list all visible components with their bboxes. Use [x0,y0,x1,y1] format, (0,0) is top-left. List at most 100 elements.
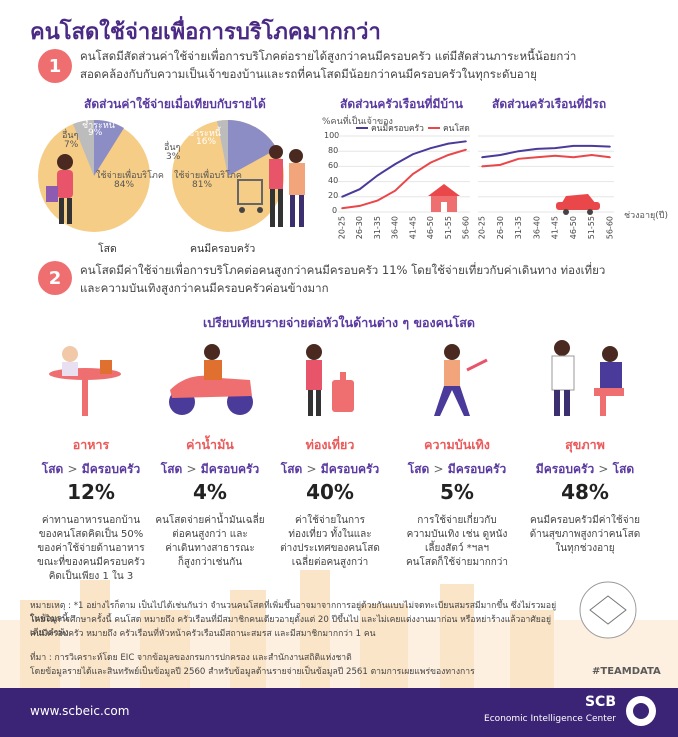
ytick-label: 60 [328,161,339,170]
data-point [481,165,483,168]
data-point [465,140,467,143]
single-consume-label: ใช้จ่ายเพื่อบริโภค [96,171,164,181]
entertainment-illustration [434,344,488,416]
category-compare-fuel: โสด > มีครอบครัว [160,462,260,476]
ownership-charts: 20-25 26-30 31-35 36-40 41-45 46-50 51-55 56-60… [338,123,615,239]
data-point [517,158,520,160]
data-point [358,188,361,190]
compare-heading: เปรียบเทียบรายจ่ายต่อหัวในด้านต่าง ๆ ของ… [202,315,476,330]
single-other-value: 7% [64,140,79,150]
section-number-1: 1 [38,49,72,83]
data-point [429,161,432,164]
ytick-label: 20 [328,191,339,200]
data-point [341,196,343,198]
source-line-2: โดยข้อมูลรายได้และสินทรัพย์เป็นข้อมูลปี … [30,667,475,677]
xtick-label: 46-50 [569,216,578,239]
series-line-family [481,144,611,159]
category-pct-fuel: 4% [193,480,227,504]
family-consume-label: ใช้จ่ายเพื่อบริโภค [174,171,242,181]
shopper-illustration [46,154,73,224]
category-compare-food: โสด > มีครอบครัว [41,462,141,476]
legend-label: คนมีครอบครัว [371,123,424,134]
xtick-label: 26-30 [355,216,364,239]
family-other-value: 3% [166,152,181,162]
category-title-fuel: ค่าน้ำมัน [186,437,234,452]
home-chart-ylabel: %คนที่เป็นเจ้าของ [322,117,393,127]
single-other-label: อื่นๆ [62,131,79,141]
category-compare-health: มีครอบครัว > โสด [535,462,635,476]
category-desc-entertainment: การใช้จ่ายเกี่ยวกับ ความบันเทิง เช่น ดูหน… [405,515,509,568]
xtick-label: 56-60 [606,216,615,239]
data-point [447,154,450,156]
car-chart-xlabel: ช่วงอายุ(ปี) [624,211,669,221]
data-point [590,145,593,147]
car-icon [556,194,600,215]
data-point [376,174,379,177]
pie-single [38,119,150,232]
category-title-health: สุขภาพ [565,437,605,452]
category-desc-health: คนมีครอบครัวมีค่าใช้จ่าย ด้านสุขภาพสูงกว่… [529,515,641,554]
car-chart-title: สัดส่วนครัวเรือนที่มีรถ [492,97,607,111]
category-pct-food: 12% [67,480,115,504]
food-illustration [49,346,121,416]
section1-text-line2: สอดคล้องกับกับความเป็นเจ้าของบ้านและรถที… [80,67,537,81]
data-point [517,150,520,152]
data-point [609,145,611,148]
section1-text-line1: คนโสดมีสัดส่วนค่าใช้จ่ายเพื่อการบริโภคต่… [80,49,577,63]
page-title: คนโสดใช้จ่ายเพื่อการบริโภคมากกว่า [30,20,381,45]
xtick-label: 31-35 [373,216,382,239]
xtick-label: 20-25 [338,216,347,239]
family-consume-value: 81% [192,180,213,190]
data-point [412,153,414,156]
data-point [554,154,556,157]
family-debt-value: 16% [196,137,217,147]
family-other-label: อื่นๆ [164,143,181,153]
pie-heading: สัดส่วนค่าใช้จ่ายเมื่อเทียบกับรายได้ [84,97,266,111]
single-debt-label: ชำระหนี้ [82,121,115,131]
teamdata-tag: #TEAMDATA [592,666,661,677]
note-line-2: โดยในการศึกษาครั้งนี้ คนโสด หมายถึง ครัว… [30,615,552,638]
ytick-label: 40 [328,176,339,185]
xtick-label: 20-25 [478,216,487,239]
section2-text-line1: คนโสดมีค่าใช้จ่ายเพื่อการบริโภคต่อคนสูงก… [80,263,606,277]
xtick-label: 41-45 [551,216,560,239]
house-icon [428,184,460,212]
xtick-label: 36-40 [532,216,541,239]
category-desc-food: ค่าทานอาหารนอกบ้าน ของคนโสดคิดเป็น 50% ของ… [36,515,145,582]
category-desc-fuel: คนโสดจ่ายค่าน้ำมันเฉลี่ย ต่อคนสูงกว่า และ… [155,515,265,568]
website-link[interactable]: www.scbeic.com [30,704,130,718]
category-pct-health: 48% [561,480,609,504]
note-line-1: หมายเหตุ : *1 อย่างไรก็ตาม เป็นไปได้เช่น… [30,601,557,624]
legend-label: คนโสด [443,123,470,134]
scb-logo-icon [626,696,656,726]
data-point [572,145,575,147]
health-illustration [551,340,624,416]
data-point [447,142,450,145]
category-desc-travel: ค่าใช้จ่ายในการ ท่องเที่ยว ทั้งในและ ต่างป… [280,515,380,568]
xtick-label: 36-40 [391,216,400,239]
travel-illustration [306,344,354,416]
xtick-label: 31-35 [514,216,523,239]
series-line-single [481,153,611,168]
footer-bar: www.scbeic.com SCB Economic Intelligence… [0,688,678,737]
brand-name: SCB [584,694,616,710]
data-point [394,189,396,192]
category-compare-travel: โสด > มีครอบครัว [280,462,380,476]
family-illustration [237,145,305,227]
data-point [394,163,396,165]
source-line-1: ที่มา : การวิเคราะห์โดย EIC จากข้อมูลของ… [30,653,352,663]
note-line-3: คนมีครอบครัว หมายถึง ครัวเรือนที่หัวหน้า… [30,629,376,639]
category-title-food: อาหาร [72,437,110,452]
single-debt-value: 9% [88,128,103,138]
fuel-illustration [169,344,253,415]
data-point [358,205,361,207]
single-pie-label: โสด [98,243,117,255]
data-point [481,156,483,159]
category-compare-entertainment: โสด > มีครอบครัว [407,462,507,476]
data-point [341,207,343,209]
home-chart-title: สัดส่วนครัวเรือนที่มีบ้าน [340,97,463,111]
category-title-travel: ท่องเที่ยว [305,437,355,452]
ytick-label: 100 [324,131,340,140]
data-point [465,148,467,151]
section2-text-line2: และความบันเทิงสูงกว่าคนมีครอบครัวค่อนข้า… [80,281,329,295]
